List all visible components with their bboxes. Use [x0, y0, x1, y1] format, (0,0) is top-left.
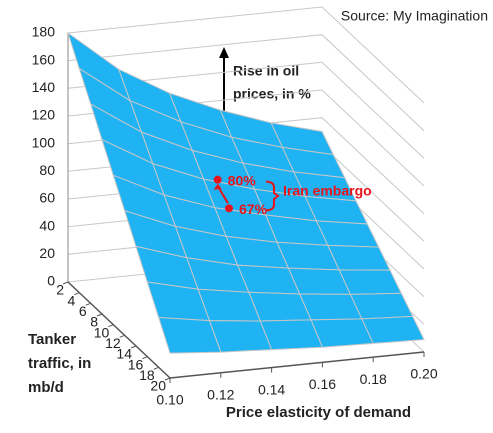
- surface-cell: [349, 292, 414, 320]
- x-axis-title: Price elasticity of demand: [226, 404, 411, 421]
- y-tick-label: 16: [128, 356, 144, 372]
- arrow-head: [213, 183, 222, 190]
- y-tick: [142, 356, 148, 360]
- x-tick-label: 0.14: [258, 381, 285, 397]
- y-tick: [164, 377, 171, 381]
- z-tick-label: 120: [32, 107, 56, 123]
- y-tick: [130, 345, 137, 349]
- x-tick-label: 0.18: [360, 371, 387, 387]
- y-tick-label: 12: [105, 335, 121, 351]
- y-tick: [108, 324, 114, 328]
- y-tick: [96, 313, 103, 317]
- grid-line: [67, 6, 425, 104]
- x-tick-label: 0.20: [410, 366, 437, 382]
- x-tick-label: 0.12: [207, 387, 234, 403]
- z-tick-label: 0: [47, 273, 55, 289]
- z-tick-label: 80: [39, 162, 55, 178]
- grid-line: [67, 34, 425, 132]
- y-tick: [74, 292, 80, 296]
- z-tick-label: 140: [32, 79, 56, 95]
- plot: 0204060801001201401601802468101214161820…: [32, 6, 438, 408]
- point-label: 67%: [239, 201, 268, 217]
- z-tick-label: 60: [39, 190, 55, 206]
- z-tick-label: 180: [32, 24, 56, 40]
- y-axis-title: traffic, in: [28, 355, 91, 372]
- z-tick-label: 160: [32, 51, 56, 67]
- y-tick: [119, 334, 125, 338]
- point: [225, 204, 233, 213]
- z-tick-label: 100: [32, 134, 56, 150]
- surface-cell: [338, 269, 403, 295]
- point: [213, 175, 222, 184]
- y-tick-label: 20: [150, 378, 166, 394]
- x-axis: [169, 351, 425, 379]
- arrow: [217, 187, 229, 204]
- surface-cell: [327, 244, 391, 271]
- point-label: 80%: [228, 172, 257, 188]
- x-tick-label: 0.10: [156, 392, 183, 408]
- x-tick-label: 0.16: [309, 376, 336, 392]
- y-tick: [62, 281, 69, 285]
- y-tick-label: 18: [139, 367, 155, 383]
- z-arrow-head: [219, 47, 229, 58]
- y-axis-title: mb/d: [28, 379, 64, 396]
- y-axis-title: Tanker: [28, 331, 76, 348]
- y-tick-label: 10: [94, 324, 110, 340]
- y-tick-label: 14: [116, 346, 132, 362]
- y-axis: [67, 281, 171, 379]
- y-tick-label: 2: [56, 282, 64, 298]
- y-tick-label: 6: [79, 303, 87, 319]
- z-tick-label: 20: [39, 245, 55, 261]
- z-tick-label: 40: [39, 217, 55, 233]
- z-axis-title: prices, in %: [233, 86, 311, 102]
- source: Source: My Imagination: [341, 8, 488, 24]
- surface-cell: [361, 315, 425, 344]
- bracket: [265, 180, 280, 212]
- y-tick: [85, 302, 91, 306]
- y-tick-label: 8: [90, 314, 98, 330]
- y-tick: [153, 366, 159, 370]
- grid-line: [67, 61, 425, 159]
- annotation: Iran embargo: [283, 183, 372, 199]
- y-tick-label: 4: [68, 292, 76, 308]
